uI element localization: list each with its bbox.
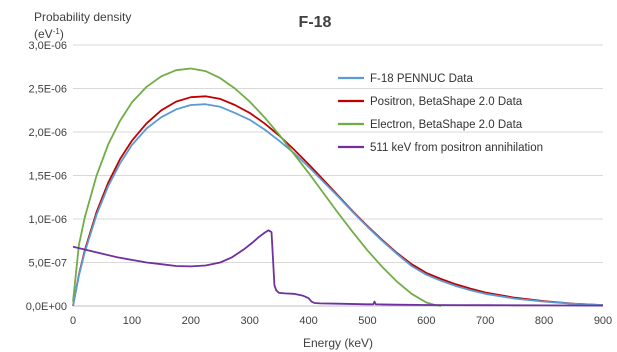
legend-label-1: Positron, BetaShape 2.0 Data (370, 96, 523, 108)
series-line-1 (72, 95, 604, 307)
grid-lines (73, 44, 603, 307)
series-line-0 (72, 103, 604, 307)
x-tick-label: 500 (358, 315, 376, 327)
x-tick-label: 700 (476, 315, 494, 327)
y-tick-label: 1,5E-06 (28, 171, 67, 183)
y-axis-ticks: 0,0E+00 5,0E-07 1,0E-06 1,5E-06 2,0E-06 2,5E-… (26, 40, 67, 313)
legend: F-18 PENNUC Data Positron, BetaShape 2.0 … (338, 73, 543, 154)
series-line-3 (72, 229, 604, 307)
y-tick-label: 0,0E+00 (26, 301, 67, 313)
x-tick-label: 600 (417, 315, 435, 327)
x-tick-label: 300 (240, 315, 258, 327)
x-tick-label: 0 (70, 315, 76, 327)
y-axis-unit: (eV-1) (34, 27, 64, 41)
x-axis-ticks: 0 100 200 300 400 500 600 700 800 900 (70, 315, 612, 327)
series-lines (72, 67, 604, 307)
y-tick-label: 3,0E-06 (28, 40, 67, 52)
legend-label-0: F-18 PENNUC Data (370, 73, 473, 85)
y-axis-unit-close: ) (60, 27, 64, 41)
x-tick-label: 900 (594, 315, 612, 327)
series-line-2 (72, 67, 442, 307)
legend-label-3: 511 keV from positron annihilation (370, 142, 543, 154)
y-tick-label: 1,0E-06 (28, 214, 67, 226)
y-axis-label: Probability density (34, 10, 131, 24)
x-tick-label: 100 (123, 315, 141, 327)
x-tick-label: 200 (182, 315, 200, 327)
y-tick-label: 5,0E-07 (28, 258, 67, 270)
x-tick-label: 800 (535, 315, 553, 327)
x-axis-label: Energy (keV) (303, 336, 373, 350)
chart-title: F-18 (299, 14, 332, 31)
legend-label-2: Electron, BetaShape 2.0 Data (370, 119, 523, 131)
y-axis-unit-exponent: -1 (53, 27, 61, 36)
y-tick-label: 2,5E-06 (28, 84, 67, 96)
y-tick-label: 2,0E-06 (28, 127, 67, 139)
x-tick-label: 400 (299, 315, 317, 327)
y-axis-unit-base: (eV (34, 27, 53, 41)
